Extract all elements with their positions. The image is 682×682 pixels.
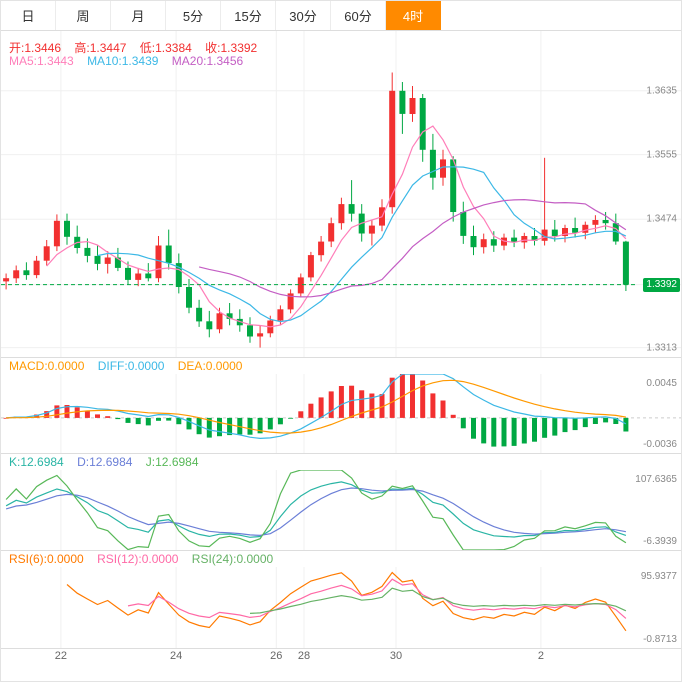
macd-chart[interactable]	[1, 374, 681, 453]
tab-60min[interactable]: 60分	[331, 1, 386, 30]
ma20-value: MA20:1.3456	[171, 54, 244, 68]
tab-30min[interactable]: 30分	[276, 1, 331, 30]
y-axis-label: 1.3313	[646, 342, 677, 354]
dea-value: DEA:0.0000	[177, 359, 243, 373]
macd-legend: MACD:0.0000 DIFF:0.0000 DEA:0.0000	[9, 359, 252, 373]
y-axis-label: 107.6365	[635, 474, 677, 485]
kdj-panel: K:12.6984 D:12.6984 J:12.6984 107.6365 -…	[1, 454, 681, 551]
d-value: D:12.6984	[77, 455, 133, 469]
high-value: 高:1.3447	[74, 41, 127, 55]
tab-15min[interactable]: 15分	[221, 1, 276, 30]
rsi12-value: RSI(12):0.0000	[97, 552, 179, 566]
x-axis-label: 30	[389, 650, 403, 662]
ohlc-legend: 开:1.3446 高:1.3447 低:1.3384 收:1.3392	[9, 39, 267, 56]
tab-week[interactable]: 周	[56, 1, 111, 30]
y-axis-label: 1.3635	[646, 85, 677, 97]
x-axis-label: 28	[297, 650, 311, 662]
rsi-panel: RSI(6):0.0000 RSI(12):0.0000 RSI(24):0.0…	[1, 551, 681, 649]
ma10-value: MA10:1.3439	[87, 54, 159, 68]
close-value: 收:1.3392	[205, 41, 258, 55]
tab-month[interactable]: 月	[111, 1, 166, 30]
low-value: 低:1.3384	[139, 41, 192, 55]
kdj-chart[interactable]	[1, 470, 681, 550]
j-value: J:12.6984	[145, 455, 199, 469]
rsi-legend: RSI(6):0.0000 RSI(12):0.0000 RSI(24):0.0…	[9, 552, 283, 566]
tab-4hour[interactable]: 4时	[386, 1, 441, 30]
timeframe-tabbar: 日 周 月 5分 15分 30分 60分 4时	[1, 1, 681, 31]
x-axis-label: 22	[54, 650, 67, 662]
y-axis-label: -0.0036	[643, 439, 677, 450]
diff-value: DIFF:0.0000	[97, 359, 165, 373]
tab-day[interactable]: 日	[1, 1, 56, 30]
macd-value: MACD:0.0000	[9, 359, 85, 373]
y-axis-label: 95.9377	[640, 571, 677, 582]
k-value: K:12.6984	[9, 455, 64, 469]
x-axis: 22 24 26 28 30 2	[1, 649, 681, 665]
ma-legend: MA5:1.3443 MA10:1.3439 MA20:1.3456	[9, 54, 253, 68]
y-axis-label: 1.3555	[646, 149, 677, 161]
open-value: 开:1.3446	[9, 41, 62, 55]
tab-5min[interactable]: 5分	[166, 1, 221, 30]
kdj-legend: K:12.6984 D:12.6984 J:12.6984	[9, 455, 209, 469]
macd-panel: MACD:0.0000 DIFF:0.0000 DEA:0.0000 0.004…	[1, 358, 681, 454]
x-axis-label: 2	[537, 650, 544, 662]
candlestick-panel: 开:1.3446 高:1.3447 低:1.3384 收:1.3392 MA5:…	[1, 31, 681, 358]
rsi6-value: RSI(6):0.0000	[9, 552, 84, 566]
y-axis-label: -0.8713	[643, 634, 677, 645]
y-axis-label: -6.3939	[643, 536, 677, 547]
x-axis-label: 26	[270, 650, 283, 662]
candlestick-chart[interactable]	[1, 31, 681, 358]
x-axis-label: 24	[170, 650, 183, 662]
y-axis-label: 1.3474	[646, 213, 677, 225]
ma5-value: MA5:1.3443	[9, 54, 74, 68]
rsi24-value: RSI(24):0.0000	[191, 552, 274, 566]
y-axis-label: 0.0045	[646, 378, 677, 389]
rsi-chart[interactable]	[1, 567, 681, 648]
current-price-badge: 1.3392	[643, 277, 680, 292]
